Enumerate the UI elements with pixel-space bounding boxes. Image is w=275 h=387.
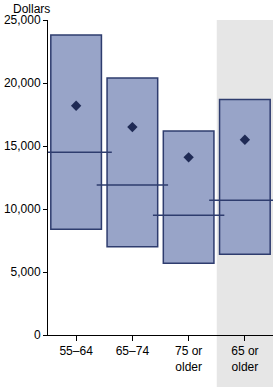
svg-text:15,000: 15,000 [4, 139, 41, 153]
svg-text:55–64: 55–64 [59, 344, 93, 358]
svg-text:75 orolder: 75 orolder [175, 344, 202, 374]
svg-text:25,000: 25,000 [4, 13, 41, 27]
svg-text:10,000: 10,000 [4, 202, 41, 216]
svg-text:20,000: 20,000 [4, 76, 41, 90]
svg-text:65–74: 65–74 [116, 344, 150, 358]
svg-text:Dollars: Dollars [13, 2, 50, 16]
svg-text:65 orolder: 65 orolder [231, 344, 258, 374]
svg-text:5,000: 5,000 [11, 265, 41, 279]
svg-text:0: 0 [34, 328, 41, 342]
